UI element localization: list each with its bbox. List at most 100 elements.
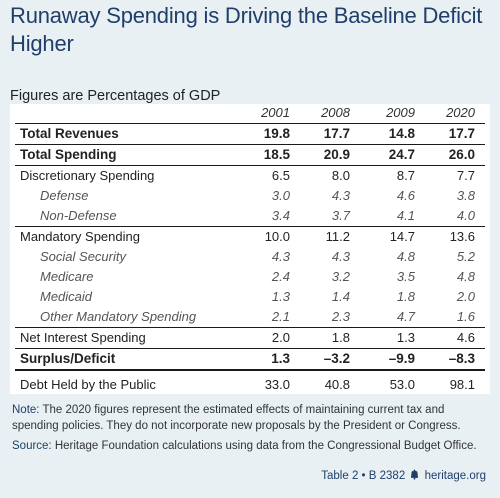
cell: 4.7 (396, 309, 415, 324)
cell: 10.0 (264, 229, 290, 244)
cell: 17.7 (323, 126, 350, 141)
cell: 24.7 (388, 147, 415, 162)
column-header: 2009 (386, 105, 415, 120)
divider (15, 165, 485, 166)
table-row: Surplus/Deficit 1.3 –3.2 –9.9 –8.3 (10, 350, 490, 368)
table-row: Net Interest Spending 2.0 1.8 1.3 4.6 (10, 329, 490, 347)
column-header: 2001 (261, 105, 290, 120)
page-title: Runaway Spending is Driving the Baseline… (10, 3, 483, 56)
note: Note: The 2020 figures represent the est… (12, 402, 490, 434)
cell: 7.7 (456, 168, 475, 183)
cell: 40.8 (324, 377, 350, 392)
cell: –3.2 (323, 351, 350, 366)
row-label: Non-Defense (40, 208, 117, 223)
table-row: Discretionary Spending 6.5 8.0 8.7 7.7 (10, 167, 490, 185)
row-label: Defense (40, 188, 89, 203)
cell: 3.2 (331, 269, 350, 284)
footer: Table 2 • B 2382 heritage.org (321, 468, 486, 482)
cell: 4.3 (331, 188, 350, 203)
cell: 3.5 (396, 269, 415, 284)
row-label: Medicaid (40, 289, 93, 304)
cell: 1.6 (456, 309, 475, 324)
divider (15, 348, 485, 349)
cell: 2.0 (456, 289, 475, 304)
row-label: Total Spending (20, 147, 117, 162)
cell: 4.1 (396, 208, 415, 223)
divider (15, 144, 485, 145)
source-text: Heritage Foundation calculations using d… (51, 440, 477, 452)
column-header: 2008 (321, 105, 350, 120)
cell: 1.8 (331, 330, 350, 345)
cell: 26.0 (448, 147, 475, 162)
cell: 4.8 (456, 269, 475, 284)
cell: 4.0 (456, 208, 475, 223)
column-header: 2020 (446, 105, 475, 120)
cell: 1.4 (331, 289, 350, 304)
cell: 3.0 (271, 188, 290, 203)
cell: 5.2 (456, 249, 475, 264)
cell: 53.0 (389, 377, 415, 392)
row-label: Medicare (40, 269, 94, 284)
cell: 6.5 (271, 168, 290, 183)
cell: 18.5 (263, 147, 290, 162)
cell: 33.0 (264, 377, 290, 392)
data-table: 2001 2008 2009 2020 Total Revenues 19.8 … (10, 104, 490, 394)
cell: –9.9 (388, 351, 415, 366)
cell: 4.6 (456, 330, 475, 345)
note-text: The 2020 figures represent the estimated… (12, 404, 461, 432)
divider (15, 226, 485, 227)
divider (15, 327, 485, 328)
cell: 4.6 (396, 188, 415, 203)
cell: 17.7 (448, 126, 475, 141)
cell: 3.4 (271, 208, 290, 223)
cell: 1.3 (271, 289, 290, 304)
cell: 2.0 (271, 330, 290, 345)
source: Source: Heritage Foundation calculations… (12, 438, 490, 454)
cell: –8.3 (448, 351, 475, 366)
cell: 98.1 (449, 377, 475, 392)
divider (15, 369, 485, 371)
cell: 14.8 (388, 126, 415, 141)
table-row: Non-Defense 3.4 3.7 4.1 4.0 (10, 207, 490, 225)
cell: 8.7 (396, 168, 415, 183)
row-label: Social Security (40, 249, 126, 264)
table-row: Social Security 4.3 4.3 4.8 5.2 (10, 248, 490, 266)
liberty-bell-icon (411, 469, 419, 480)
cell: 1.3 (396, 330, 415, 345)
table-row: Defense 3.0 4.3 4.6 3.8 (10, 187, 490, 205)
cell: 14.7 (389, 229, 415, 244)
table-row: Medicare 2.4 3.2 3.5 4.8 (10, 268, 490, 286)
table-row: Debt Held by the Public 33.0 40.8 53.0 9… (10, 376, 490, 394)
row-label: Mandatory Spending (20, 229, 140, 244)
cell: 4.3 (331, 249, 350, 264)
table-row: Other Mandatory Spending 2.1 2.3 4.7 1.6 (10, 308, 490, 326)
note-label: Note: (12, 404, 40, 416)
row-label: Surplus/Deficit (20, 351, 116, 366)
cell: 11.2 (325, 229, 350, 244)
source-label: Source: (12, 440, 52, 452)
row-label: Net Interest Spending (20, 330, 146, 345)
cell: 2.4 (271, 269, 290, 284)
cell: 2.1 (271, 309, 290, 324)
site-name: heritage.org (424, 470, 486, 482)
table-reference: Table 2 • B 2382 (321, 470, 406, 482)
cell: 1.3 (271, 351, 290, 366)
cell: 4.3 (271, 249, 290, 264)
divider (15, 123, 485, 124)
cell: 4.8 (396, 249, 415, 264)
cell: 20.9 (323, 147, 350, 162)
table-row: Total Spending 18.5 20.9 24.7 26.0 (10, 146, 490, 164)
cell: 2.3 (331, 309, 350, 324)
subtitle: Figures are Percentages of GDP (10, 88, 221, 104)
cell: 19.8 (263, 126, 290, 141)
cell: 8.0 (331, 168, 350, 183)
table-header-row: 2001 2008 2009 2020 (10, 104, 490, 122)
row-label: Debt Held by the Public (20, 377, 156, 392)
row-label: Total Revenues (20, 126, 119, 141)
table-row: Total Revenues 19.8 17.7 14.8 17.7 (10, 125, 490, 143)
table-row: Mandatory Spending 10.0 11.2 14.7 13.6 (10, 228, 490, 246)
table-row: Medicaid 1.3 1.4 1.8 2.0 (10, 288, 490, 306)
row-label: Discretionary Spending (20, 168, 155, 183)
row-label: Other Mandatory Spending (40, 309, 197, 324)
